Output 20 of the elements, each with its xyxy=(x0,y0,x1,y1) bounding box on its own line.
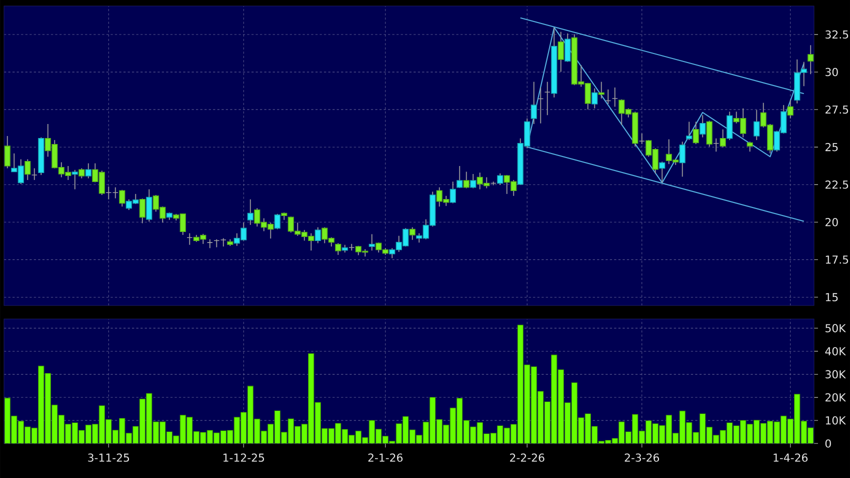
y-tick-label: 30 xyxy=(826,68,838,76)
y-tick-label: 32.5 xyxy=(826,30,848,39)
x-tick-label: 3-11-25 xyxy=(88,454,130,462)
y-tick-label: 20K xyxy=(826,393,846,402)
y-tick-label: 25 xyxy=(826,142,838,152)
y-tick-label: 20 xyxy=(826,218,838,226)
x-tick-label: 1-4-26 xyxy=(774,454,808,462)
y-tick-label: 15 xyxy=(826,293,838,302)
y-tick-label: 30K xyxy=(826,370,846,378)
y-tick-label: 22.5 xyxy=(826,180,848,189)
y-tick-label: 27.5 xyxy=(826,105,848,114)
x-tick-label: 2-1-26 xyxy=(368,454,403,462)
x-tick-label: 2-3-26 xyxy=(624,454,660,462)
y-tick-label: 17.5 xyxy=(826,256,848,264)
y-tick-label: 0 xyxy=(825,439,831,448)
y-tick-label: 10K xyxy=(826,416,846,425)
x-tick-label: 2-2-26 xyxy=(510,454,544,462)
x-tick-label: 1-12-25 xyxy=(223,454,264,462)
y-tick-label: 40K xyxy=(825,347,846,356)
y-tick-label: 50K xyxy=(826,324,846,332)
